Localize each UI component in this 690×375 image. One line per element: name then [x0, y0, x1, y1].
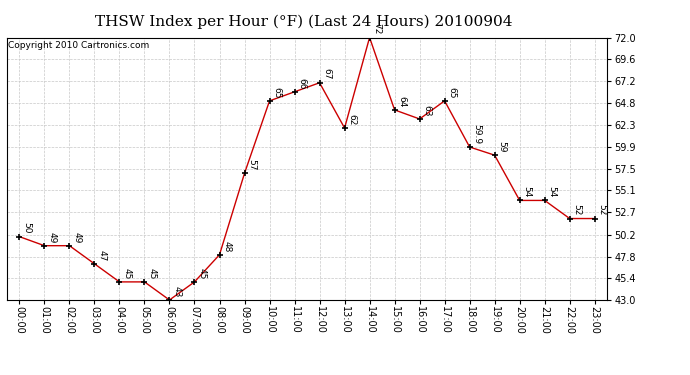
Text: 54: 54 [547, 186, 556, 198]
Text: 54: 54 [522, 186, 531, 198]
Text: 65: 65 [447, 87, 456, 98]
Text: 48: 48 [222, 241, 231, 252]
Text: 47: 47 [97, 250, 106, 261]
Text: 49: 49 [47, 231, 56, 243]
Text: 52: 52 [598, 204, 607, 216]
Text: 59.9: 59.9 [473, 124, 482, 144]
Text: 50: 50 [22, 222, 31, 234]
Text: 45: 45 [147, 268, 156, 279]
Text: 66: 66 [297, 78, 306, 89]
Text: 62: 62 [347, 114, 356, 125]
Text: 59: 59 [497, 141, 506, 152]
Text: Copyright 2010 Cartronics.com: Copyright 2010 Cartronics.com [8, 42, 149, 51]
Text: 57: 57 [247, 159, 256, 171]
Text: 64: 64 [397, 96, 406, 107]
Text: 45: 45 [122, 268, 131, 279]
Text: 63: 63 [422, 105, 431, 116]
Text: 49: 49 [72, 231, 81, 243]
Text: 65: 65 [273, 87, 282, 98]
Text: THSW Index per Hour (°F) (Last 24 Hours) 20100904: THSW Index per Hour (°F) (Last 24 Hours)… [95, 15, 513, 29]
Text: 67: 67 [322, 69, 331, 80]
Text: 72: 72 [373, 23, 382, 35]
Text: 43: 43 [172, 286, 181, 297]
Text: 45: 45 [197, 268, 206, 279]
Text: 52: 52 [573, 204, 582, 216]
